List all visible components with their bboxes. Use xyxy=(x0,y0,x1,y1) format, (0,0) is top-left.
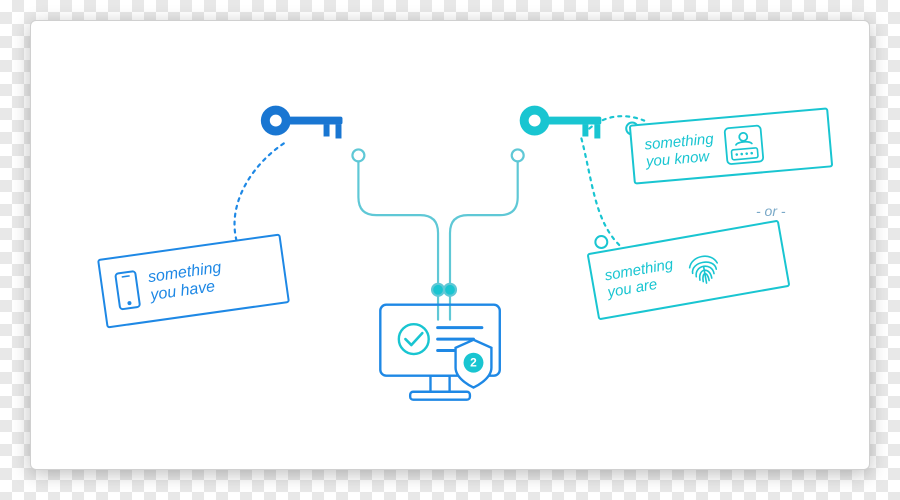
secure-computer-icon: 2 xyxy=(380,305,499,400)
key-right-icon xyxy=(520,106,602,139)
tag-are-label: something you are xyxy=(603,255,677,301)
tag-have-label: something you have xyxy=(147,259,225,306)
id-password-icon xyxy=(723,123,766,166)
diagram-stage: 2 something you have something you know xyxy=(31,21,869,469)
svg-text:2: 2 xyxy=(470,356,477,370)
diagram-card: 2 something you have something you know xyxy=(30,20,870,470)
fingerprint-icon xyxy=(680,242,727,292)
or-label: - or - xyxy=(756,203,786,219)
tag-know-label: something you know xyxy=(644,130,716,170)
phone-icon xyxy=(113,269,142,312)
key-left-icon xyxy=(261,106,343,139)
